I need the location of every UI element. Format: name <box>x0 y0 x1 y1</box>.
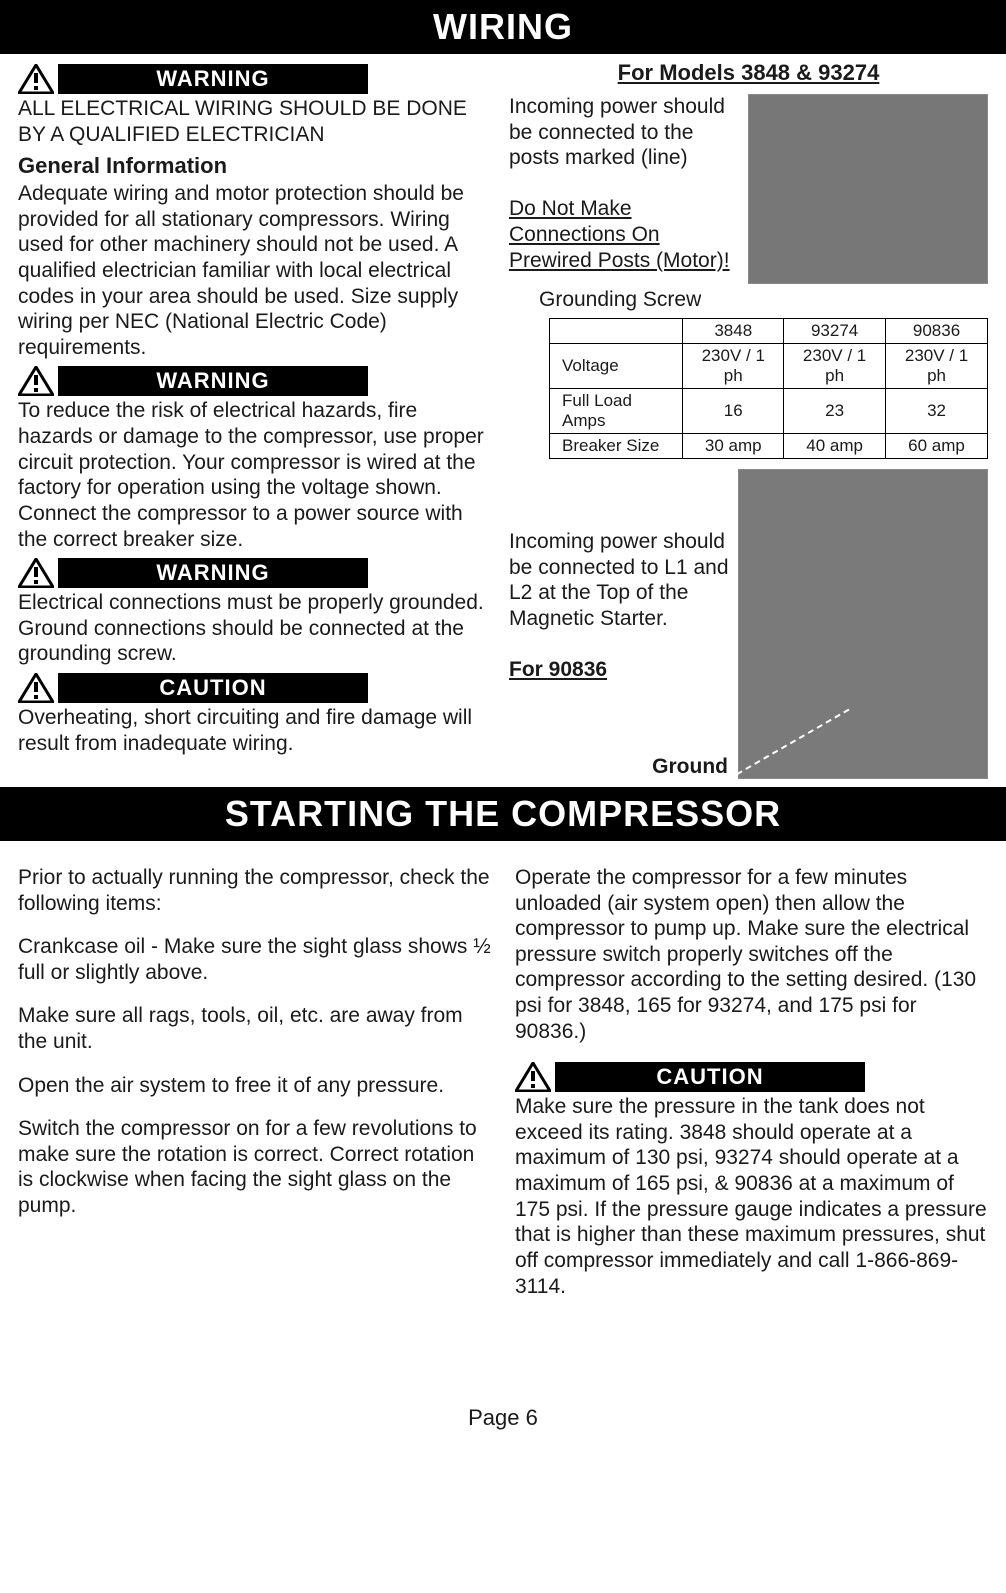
starting-right-column: Operate the compressor for a few minutes… <box>515 865 988 1305</box>
starter-photo-2 <box>738 469 988 779</box>
spec-th-blank <box>550 319 683 344</box>
spec-row-breaker: Breaker Size 30 amp 40 amp 60 amp <box>550 434 988 459</box>
warning-label-3: WARNING <box>58 558 368 588</box>
wiring-left-column: WARNING ALL ELECTRICAL WIRING SHOULD BE … <box>18 60 497 779</box>
warning-bar-2: WARNING <box>18 366 497 396</box>
spec-cell: 32 <box>886 389 988 434</box>
warning-triangle-icon <box>18 366 54 396</box>
warning-triangle-icon <box>18 64 54 94</box>
general-info-body: Adequate wiring and motor protection sho… <box>18 181 497 360</box>
starting-content: Prior to actually running the compressor… <box>0 841 1006 1305</box>
right-bottom-block: Incoming power should be connected to L1… <box>509 469 988 779</box>
page-number: Page 6 <box>0 1405 1006 1431</box>
spec-cell: 23 <box>784 389 886 434</box>
spec-table-header-row: 3848 93274 90836 <box>550 319 988 344</box>
caution-bar-1: CAUTION <box>18 673 497 703</box>
spec-cell: Full Load Amps <box>550 389 683 434</box>
start-left-p1: Prior to actually running the compressor… <box>18 865 491 916</box>
start-left-p3: Make sure all rags, tools, oil, etc. are… <box>18 1003 491 1054</box>
start-right-caution: Make sure the pressure in the tank does … <box>515 1094 988 1299</box>
caution-label-2: CAUTION <box>555 1062 865 1092</box>
right-top-text: Incoming power should be connected to th… <box>509 94 742 284</box>
for-90836-label: For 90836 <box>509 657 732 683</box>
warning-bar-1: WARNING <box>18 64 497 94</box>
start-left-p2: Crankcase oil - Make sure the sight glas… <box>18 934 491 985</box>
switch-photo-1 <box>748 94 988 284</box>
wiring-content: WARNING ALL ELECTRICAL WIRING SHOULD BE … <box>0 54 1006 779</box>
section-header-wiring: WIRING <box>0 0 1006 54</box>
spec-cell: 230V / 1 ph <box>784 344 886 389</box>
start-left-p4: Open the air system to free it of any pr… <box>18 1073 491 1099</box>
starting-left-column: Prior to actually running the compressor… <box>18 865 491 1305</box>
spec-cell: Breaker Size <box>550 434 683 459</box>
spec-row-amps: Full Load Amps 16 23 32 <box>550 389 988 434</box>
incoming-2: Incoming power should be connected to L1… <box>509 529 732 631</box>
spec-row-voltage: Voltage 230V / 1 ph 230V / 1 ph 230V / 1… <box>550 344 988 389</box>
caution-1-text: Overheating, short circuiting and fire d… <box>18 705 497 756</box>
spec-th-3848: 3848 <box>683 319 784 344</box>
spec-th-93274: 93274 <box>784 319 886 344</box>
warning-triangle-icon <box>18 673 54 703</box>
spec-cell: 30 amp <box>683 434 784 459</box>
grounding-screw-label: Grounding Screw <box>539 288 988 312</box>
wiring-right-column: For Models 3848 & 93274 Incoming power s… <box>509 60 988 779</box>
warning-2-text: To reduce the risk of electrical hazards… <box>18 398 497 552</box>
spec-cell: 60 amp <box>886 434 988 459</box>
spec-table: 3848 93274 90836 Voltage 230V / 1 ph 230… <box>549 318 988 459</box>
spec-th-90836: 90836 <box>886 319 988 344</box>
warning-3-text: Electrical connections must be properly … <box>18 590 497 667</box>
warning-triangle-icon <box>18 558 54 588</box>
spec-cell: 40 amp <box>784 434 886 459</box>
start-left-p5: Switch the compressor on for a few revol… <box>18 1116 491 1218</box>
caution-bar-2: CAUTION <box>515 1062 988 1092</box>
ground-label: Ground <box>509 755 728 779</box>
incoming-1b: Do Not Make Connections On Prewired Post… <box>509 196 742 273</box>
warning-label-1: WARNING <box>58 64 368 94</box>
spec-cell: Voltage <box>550 344 683 389</box>
warning-triangle-icon <box>515 1062 551 1092</box>
spec-cell: 230V / 1 ph <box>886 344 988 389</box>
spec-cell: 16 <box>683 389 784 434</box>
caution-label-1: CAUTION <box>58 673 368 703</box>
incoming-1a: Incoming power should be connected to th… <box>509 94 742 171</box>
warning-label-2: WARNING <box>58 366 368 396</box>
ground-pointer-line <box>719 709 850 786</box>
warning-1-text: ALL ELECTRICAL WIRING SHOULD BE DONE BY … <box>18 96 497 147</box>
right-top-block: Incoming power should be connected to th… <box>509 94 988 284</box>
general-info-heading: General Information <box>18 153 497 179</box>
start-right-p1: Operate the compressor for a few minutes… <box>515 865 988 1044</box>
right-bottom-text: Incoming power should be connected to L1… <box>509 529 732 683</box>
section-header-starting: STARTING THE COMPRESSOR <box>0 787 1006 841</box>
models-heading: For Models 3848 & 93274 <box>509 60 988 86</box>
warning-bar-3: WARNING <box>18 558 497 588</box>
spec-cell: 230V / 1 ph <box>683 344 784 389</box>
